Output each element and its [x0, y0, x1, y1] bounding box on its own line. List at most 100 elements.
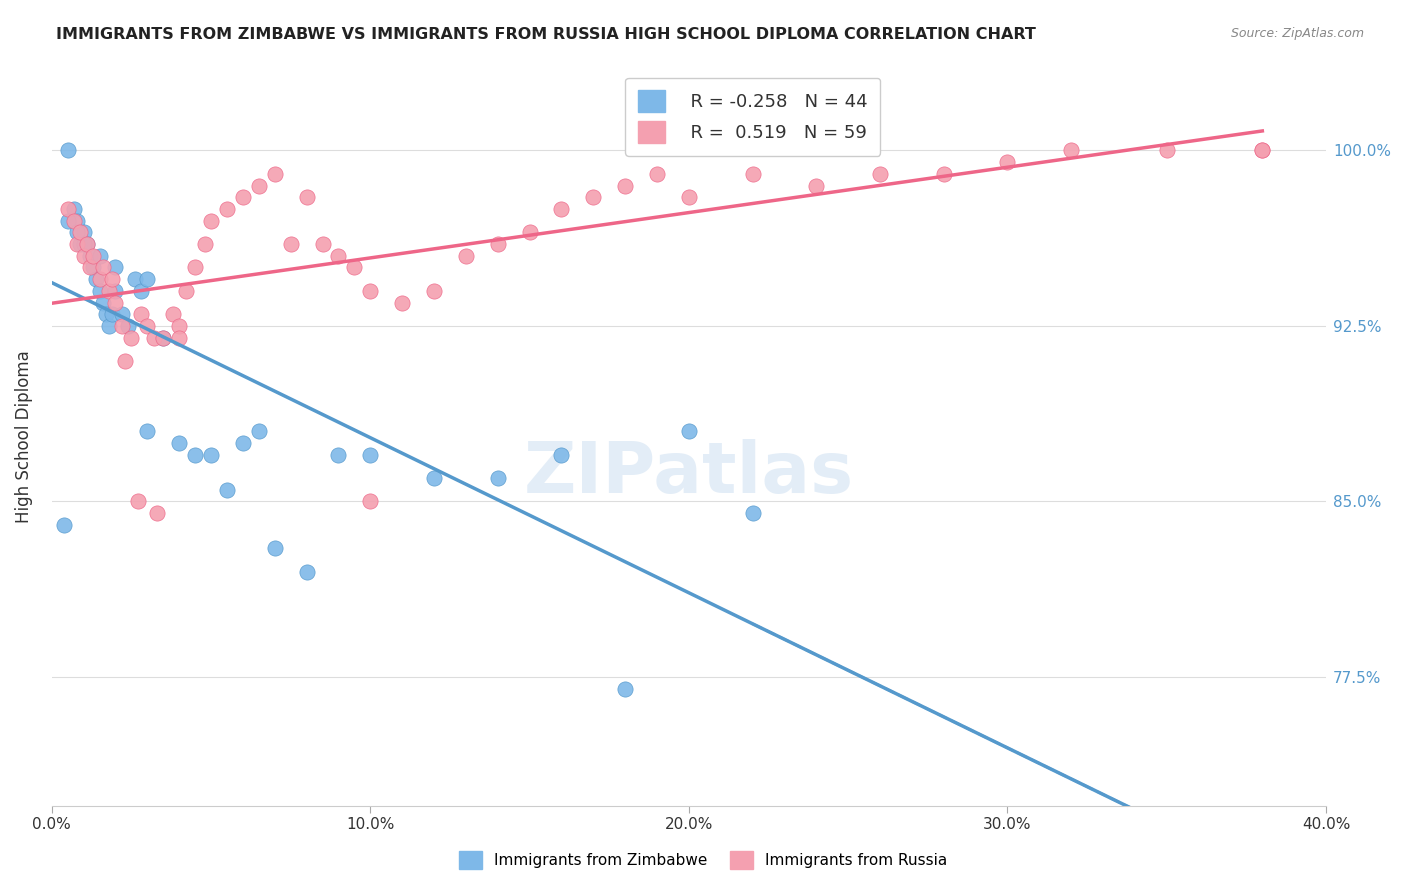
Point: [72, 225, 94, 239]
Point: [146, 506, 169, 520]
Point: [114, 354, 136, 368]
Point: [614, 178, 637, 193]
Point: [101, 307, 124, 321]
Point: [232, 436, 254, 450]
Point: [550, 448, 572, 462]
Point: [111, 318, 134, 333]
Point: [152, 330, 174, 344]
Point: [98, 318, 121, 333]
Point: [215, 202, 238, 216]
Point: [66, 213, 89, 227]
Point: [311, 237, 333, 252]
Point: [124, 272, 146, 286]
Point: [678, 190, 700, 204]
Point: [486, 237, 509, 252]
Point: [184, 260, 207, 275]
Point: [247, 424, 270, 438]
Point: [359, 494, 381, 508]
Point: [69, 225, 91, 239]
Point: [56, 202, 79, 216]
Y-axis label: High School Diploma: High School Diploma: [15, 351, 32, 524]
Legend: Immigrants from Zimbabwe, Immigrants from Russia: Immigrants from Zimbabwe, Immigrants fro…: [453, 845, 953, 875]
Point: [94, 307, 117, 321]
Point: [423, 471, 446, 485]
Point: [200, 213, 222, 227]
Point: [53, 517, 76, 532]
Point: [72, 237, 94, 252]
Point: [741, 167, 763, 181]
Point: [174, 284, 197, 298]
Point: [91, 295, 114, 310]
Point: [72, 249, 94, 263]
Point: [486, 471, 509, 485]
Point: [66, 225, 89, 239]
Point: [423, 284, 446, 298]
Point: [98, 284, 121, 298]
Text: ZIPatlas: ZIPatlas: [524, 440, 853, 508]
Point: [82, 260, 104, 275]
Point: [56, 144, 79, 158]
Point: [194, 237, 217, 252]
Point: [129, 307, 152, 321]
Legend:   R = -0.258   N = 44,   R =  0.519   N = 59: R = -0.258 N = 44, R = 0.519 N = 59: [624, 78, 880, 156]
Point: [295, 565, 318, 579]
Point: [152, 330, 174, 344]
Point: [89, 249, 111, 263]
Point: [129, 284, 152, 298]
Point: [167, 436, 190, 450]
Text: IMMIGRANTS FROM ZIMBABWE VS IMMIGRANTS FROM RUSSIA HIGH SCHOOL DIPLOMA CORRELATI: IMMIGRANTS FROM ZIMBABWE VS IMMIGRANTS F…: [56, 27, 1036, 42]
Point: [63, 213, 86, 227]
Point: [519, 225, 541, 239]
Point: [142, 330, 165, 344]
Point: [359, 284, 381, 298]
Point: [1251, 144, 1274, 158]
Point: [582, 190, 605, 204]
Point: [1251, 144, 1274, 158]
Point: [167, 330, 190, 344]
Point: [69, 237, 91, 252]
Point: [645, 167, 668, 181]
Point: [454, 249, 477, 263]
Point: [1156, 144, 1178, 158]
Point: [136, 318, 159, 333]
Point: [932, 167, 955, 181]
Point: [89, 284, 111, 298]
Point: [76, 237, 98, 252]
Point: [89, 272, 111, 286]
Point: [295, 190, 318, 204]
Point: [678, 424, 700, 438]
Point: [280, 237, 302, 252]
Point: [343, 260, 366, 275]
Point: [104, 295, 127, 310]
Point: [614, 681, 637, 696]
Point: [263, 167, 285, 181]
Point: [806, 178, 828, 193]
Point: [741, 506, 763, 520]
Point: [162, 307, 184, 321]
Point: [391, 295, 413, 310]
Point: [63, 202, 86, 216]
Point: [997, 155, 1019, 169]
Point: [101, 272, 124, 286]
Point: [111, 307, 134, 321]
Point: [263, 541, 285, 556]
Point: [869, 167, 891, 181]
Point: [215, 483, 238, 497]
Point: [117, 318, 139, 333]
Point: [86, 272, 108, 286]
Point: [200, 448, 222, 462]
Point: [76, 237, 98, 252]
Point: [91, 260, 114, 275]
Point: [79, 249, 101, 263]
Point: [127, 494, 149, 508]
Point: [247, 178, 270, 193]
Point: [359, 448, 381, 462]
Point: [328, 249, 350, 263]
Point: [184, 448, 207, 462]
Text: Source: ZipAtlas.com: Source: ZipAtlas.com: [1230, 27, 1364, 40]
Point: [328, 448, 350, 462]
Point: [104, 284, 127, 298]
Point: [120, 330, 142, 344]
Point: [79, 260, 101, 275]
Point: [550, 202, 572, 216]
